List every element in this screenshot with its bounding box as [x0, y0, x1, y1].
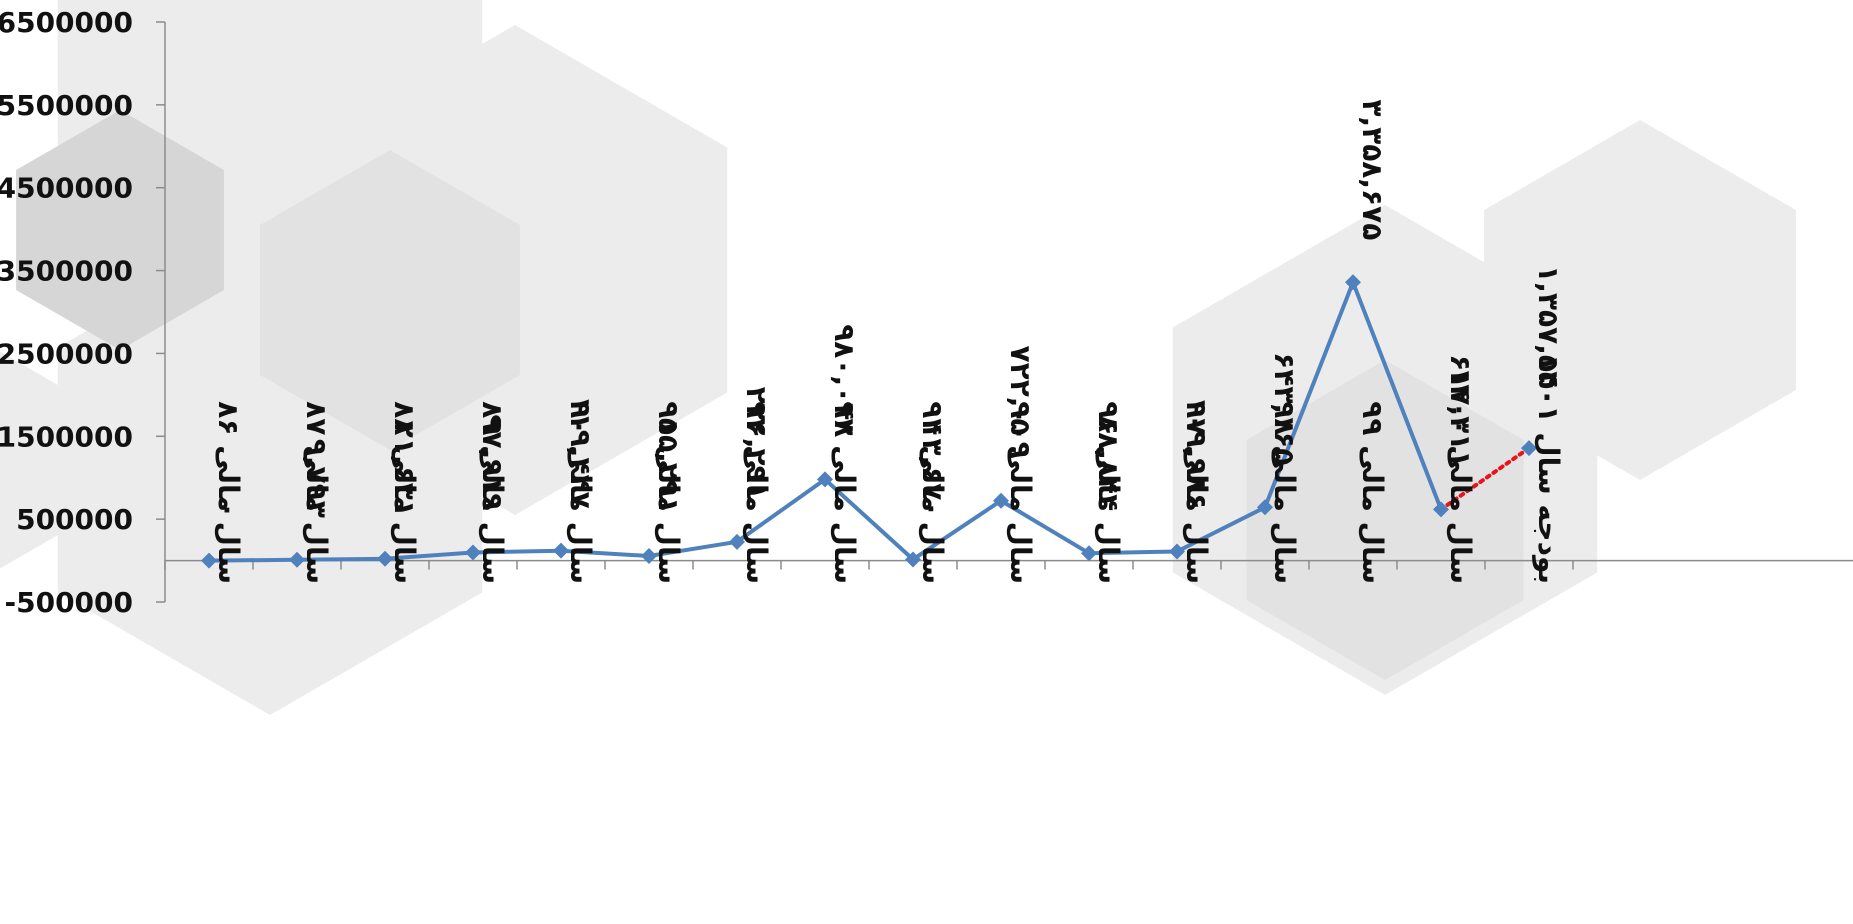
- y-tick-label: -500000: [4, 586, 133, 619]
- data-point-marker: [465, 544, 481, 561]
- hexagon-background: [0, 0, 1796, 715]
- hexagon-decoration: [1246, 360, 1524, 680]
- y-tick-label: 4500000: [0, 172, 133, 205]
- y-tick-label: 5500000: [0, 89, 133, 122]
- x-tick-label: سال مالی ۸۶: [212, 401, 245, 584]
- data-point-marker: [905, 551, 921, 568]
- data-label: ۷۲۲,۰۰۹: [1004, 346, 1037, 459]
- y-tick-label: 6500000: [0, 6, 133, 39]
- y-tick-label: 3500000: [0, 255, 133, 288]
- data-point-marker: [817, 471, 833, 488]
- data-label: ۹۸۰,۰۴۸: [828, 324, 861, 437]
- data-point-marker: [553, 542, 569, 559]
- y-axis: -500000 500000 1500000 2500000 3500000 450000…: [0, 6, 166, 619]
- data-labels: ۰ ۹,۷۹۳ ۲۱,۶۳۱ ۹۷,۹۱۹ ۱۱۹,۴۴۷ ۵۵,۲۹۱ ۲۲۶,۲۹۱ ۹۸…: [212, 99, 1565, 518]
- x-tick-label: سال مالی ۸۹: [476, 401, 509, 584]
- x-tick-label: سال مالی ۹۳: [828, 401, 861, 584]
- x-tick-label: سال مالی ۹۰: [564, 401, 597, 584]
- data-label: ۹,۷۹۳: [300, 439, 333, 518]
- data-label: ۶۴۳,۱۶۵: [1268, 352, 1301, 465]
- data-point-marker: [1521, 440, 1537, 457]
- data-label: ۰: [212, 502, 245, 519]
- data-label: ۳,۳۵۸,۶۷۵: [1356, 99, 1389, 240]
- x-tick-label: سال مالی ۹۱: [652, 401, 685, 584]
- x-tick-label: سال مالی ۹۸: [1268, 401, 1301, 584]
- data-label: ۸۸,۸۴۴: [1092, 415, 1125, 511]
- data-label: ۱۳,۶۷۰: [916, 421, 949, 517]
- data-point-marker: [377, 550, 393, 567]
- hexagon-decoration: [16, 110, 224, 350]
- data-label: ۱,۳۵۷,۵۵۰: [1532, 265, 1565, 406]
- data-point-marker: [1345, 274, 1361, 291]
- x-tick-label: سال مالی ۹۶: [1092, 401, 1125, 584]
- x-tick-label: سال مالی ۱۴۰۰: [1444, 367, 1477, 584]
- data-point-marker: [1257, 499, 1273, 516]
- hexagon-decoration: [0, 351, 84, 569]
- data-point-marker: [201, 552, 217, 569]
- x-tick-label: سال مالی ۹۷: [1180, 401, 1213, 584]
- x-tick-label: سال مالی ۹۴: [916, 401, 949, 584]
- y-tick-label: 2500000: [0, 337, 133, 370]
- data-point-marker: [1081, 545, 1097, 562]
- data-label: ۹۷,۹۱۹: [476, 414, 509, 510]
- data-label: ۱۰۹,۹۸۶: [1180, 396, 1213, 509]
- series-line-projected: [1439, 446, 1531, 512]
- data-point-marker: [993, 492, 1009, 509]
- data-label: ۵۵,۲۹۱: [652, 418, 685, 514]
- data-label: ۲۲۶,۲۹۱: [740, 387, 773, 500]
- data-label: ۶۱۷,۳۱۱: [1444, 354, 1477, 467]
- hexagon-decoration: [1484, 120, 1796, 480]
- x-tick-label: سال مالی ۸۷: [300, 401, 333, 584]
- x-axis: [164, 559, 1853, 570]
- data-point-marker: [729, 533, 745, 550]
- hexagon-decoration: [260, 150, 520, 450]
- data-point-marker: [1169, 543, 1185, 560]
- x-tick-label: سال مالی ۸۸: [388, 401, 421, 584]
- series-markers: [201, 274, 1537, 569]
- data-label: ۲۱,۶۳۱: [388, 421, 421, 517]
- data-point-marker: [641, 547, 657, 564]
- y-tick-label: 500000: [16, 503, 133, 536]
- x-tick-label: سال مالی ۹۵: [1004, 401, 1037, 584]
- x-tick-label: سال مالی ۹۹: [1356, 401, 1389, 584]
- x-tick-labels: سال مالی ۸۶ سال مالی ۸۷ سال مالی ۸۸ سال مال…: [212, 354, 1565, 584]
- x-tick-label: بودجه سال ۱۴۰۱: [1532, 354, 1565, 584]
- data-point-marker: [1433, 501, 1449, 518]
- x-tick-label: سال مالی ۹۲: [740, 401, 773, 584]
- data-point-marker: [289, 551, 305, 568]
- data-label: ۱۱۹,۴۴۷: [564, 396, 597, 509]
- y-tick-label: 1500000: [0, 420, 133, 453]
